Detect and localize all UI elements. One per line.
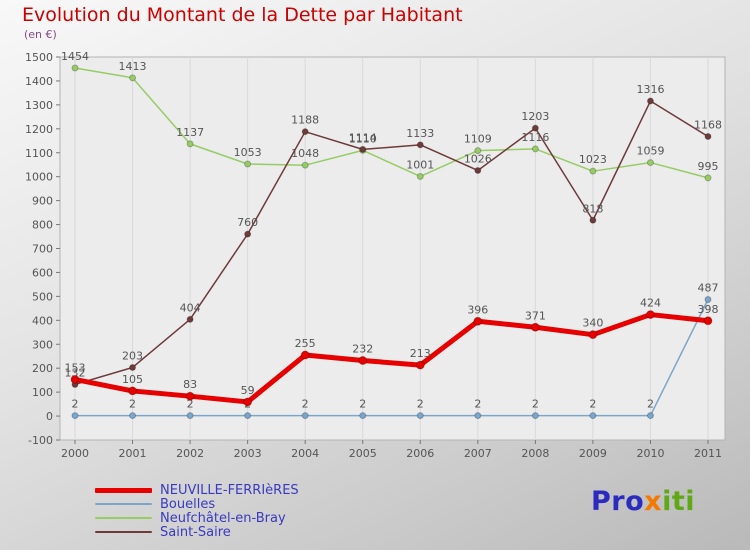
svg-text:1316: 1316	[636, 83, 664, 96]
svg-text:2007: 2007	[464, 447, 492, 460]
legend-label-saint-saire: Saint-Saire	[160, 524, 231, 540]
svg-text:153: 153	[65, 361, 86, 374]
svg-text:398: 398	[698, 303, 719, 316]
svg-text:396: 396	[467, 303, 488, 316]
svg-text:1114: 1114	[349, 131, 377, 144]
legend-swatch-neuville-ferrieres	[95, 487, 152, 493]
svg-text:500: 500	[32, 290, 53, 303]
legend-label-neuville-ferrieres: NEUVILLE-FERRIèRES	[160, 482, 299, 498]
svg-text:1188: 1188	[291, 114, 319, 127]
svg-text:2: 2	[589, 398, 596, 411]
page-title: Evolution du Montant de la Dette par Hab…	[22, 4, 463, 26]
svg-text:2003: 2003	[234, 447, 262, 460]
svg-text:0: 0	[46, 410, 53, 423]
svg-text:59: 59	[241, 384, 255, 397]
svg-text:100: 100	[32, 386, 53, 399]
svg-text:2002: 2002	[176, 447, 204, 460]
svg-text:1026: 1026	[464, 152, 492, 165]
svg-text:2: 2	[474, 398, 481, 411]
svg-text:340: 340	[582, 317, 603, 330]
svg-text:404: 404	[180, 301, 201, 314]
legend-item-neuville-ferrieres: NEUVILLE-FERRIèRES	[95, 483, 299, 497]
legend-item-neufchatel-en-bray: Neufchâtel-en-Bray	[95, 511, 299, 525]
svg-text:1203: 1203	[521, 110, 549, 123]
svg-text:1023: 1023	[579, 153, 607, 166]
legend-swatch-saint-saire	[95, 531, 152, 533]
svg-text:2: 2	[187, 398, 194, 411]
svg-text:83: 83	[183, 378, 197, 391]
legend-label-neufchatel-en-bray: Neufchâtel-en-Bray	[160, 510, 286, 526]
svg-text:1413: 1413	[119, 60, 147, 73]
svg-text:2009: 2009	[579, 447, 607, 460]
svg-text:-100: -100	[28, 434, 53, 447]
svg-text:900: 900	[32, 195, 53, 208]
svg-text:1048: 1048	[291, 147, 319, 160]
svg-text:600: 600	[32, 266, 53, 279]
svg-text:200: 200	[32, 362, 53, 375]
svg-text:132: 132	[65, 366, 86, 379]
svg-text:371: 371	[525, 309, 546, 322]
svg-text:995: 995	[698, 160, 719, 173]
legend-item-bouelles: Bouelles	[95, 497, 299, 511]
proxiti-logo-x: x	[644, 486, 663, 517]
svg-text:2: 2	[359, 398, 366, 411]
svg-text:487: 487	[698, 281, 719, 294]
svg-text:2004: 2004	[291, 447, 319, 460]
legend-item-saint-saire: Saint-Saire	[95, 525, 299, 539]
svg-text:1116: 1116	[521, 131, 549, 144]
svg-text:1001: 1001	[406, 158, 434, 171]
legend-swatch-bouelles	[95, 503, 152, 505]
svg-text:1300: 1300	[25, 99, 53, 112]
svg-text:2010: 2010	[636, 447, 664, 460]
svg-text:203: 203	[122, 349, 143, 362]
svg-text:232: 232	[352, 343, 373, 356]
chart-legend: NEUVILLE-FERRIèRES Bouelles Neufchâtel-e…	[95, 483, 299, 539]
svg-text:1059: 1059	[636, 145, 664, 158]
page-subtitle: (en €)	[24, 28, 57, 41]
legend-label-bouelles: Bouelles	[160, 496, 216, 512]
proxiti-logo-iti: iti	[662, 486, 695, 517]
svg-text:1053: 1053	[234, 146, 262, 159]
svg-text:1137: 1137	[176, 126, 204, 139]
svg-text:1133: 1133	[406, 127, 434, 140]
svg-text:2005: 2005	[349, 447, 377, 460]
svg-text:2008: 2008	[521, 447, 549, 460]
svg-text:1110: 1110	[349, 132, 377, 145]
proxiti-logo: Proxiti	[591, 486, 695, 517]
svg-text:1500: 1500	[25, 51, 53, 64]
svg-text:1168: 1168	[694, 118, 722, 131]
svg-text:400: 400	[32, 314, 53, 327]
svg-text:2: 2	[647, 398, 654, 411]
svg-text:2: 2	[417, 398, 424, 411]
svg-text:1100: 1100	[25, 147, 53, 160]
svg-text:255: 255	[295, 337, 316, 350]
svg-text:2: 2	[129, 398, 136, 411]
svg-text:105: 105	[122, 373, 143, 386]
svg-text:1109: 1109	[464, 133, 492, 146]
svg-text:2: 2	[72, 398, 79, 411]
svg-text:1400: 1400	[25, 75, 53, 88]
svg-text:2006: 2006	[406, 447, 434, 460]
svg-text:300: 300	[32, 338, 53, 351]
svg-text:800: 800	[32, 219, 53, 232]
svg-text:213: 213	[410, 347, 431, 360]
svg-text:818: 818	[582, 202, 603, 215]
debt-evolution-line-chart: -100 0 100 200 300 400 500 600 700 800 900 1000 1100…	[25, 50, 726, 460]
svg-text:424: 424	[640, 297, 661, 310]
legend-swatch-neufchatel-en-bray	[95, 517, 152, 519]
svg-text:2: 2	[532, 398, 539, 411]
svg-text:2: 2	[302, 398, 309, 411]
svg-text:760: 760	[237, 216, 258, 229]
svg-text:700: 700	[32, 243, 53, 256]
svg-text:2001: 2001	[119, 447, 147, 460]
svg-text:2011: 2011	[694, 447, 722, 460]
svg-text:2000: 2000	[61, 447, 89, 460]
svg-text:1200: 1200	[25, 123, 53, 136]
svg-text:1454: 1454	[61, 50, 89, 63]
proxiti-logo-pro: Pro	[591, 486, 645, 517]
svg-text:1000: 1000	[25, 171, 53, 184]
